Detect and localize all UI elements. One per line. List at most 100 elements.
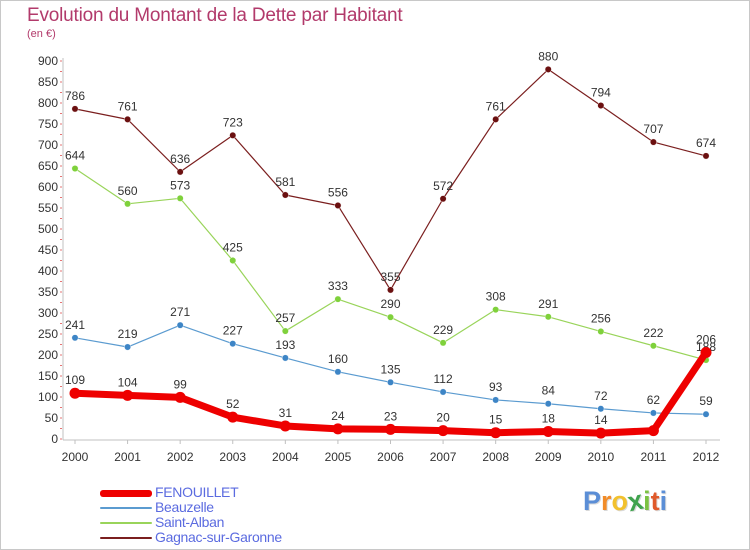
logo-letter: r [601,486,612,516]
data-label-saint-alban: 222 [643,326,663,340]
y-tick-label: 900 [38,54,58,68]
data-label-gagnac-sur-garonne: 880 [538,49,558,63]
y-tick-label: 50 [45,411,59,425]
y-tick-label: 450 [38,243,58,257]
data-point-saint-alban [387,313,394,321]
data-point-fenouillet [595,427,607,439]
data-label-saint-alban: 573 [170,178,190,192]
data-point-beauzelle [597,405,605,413]
logo-letter: t [650,486,660,516]
data-label-gagnac-sur-garonne: 761 [486,99,506,113]
x-tick-label: 2003 [219,450,246,464]
data-point-fenouillet [700,346,712,358]
y-tick-label: 800 [38,96,58,110]
data-label-fenouillet: 24 [331,409,345,423]
data-label-beauzelle: 241 [65,318,85,332]
data-point-gagnac-sur-garonne [387,286,394,294]
data-label-saint-alban: 229 [433,323,453,337]
data-point-saint-alban [597,328,605,335]
data-label-beauzelle: 72 [594,389,608,403]
legend-label: Gagnac-sur-Garonne [155,529,282,545]
data-point-saint-alban [281,327,289,335]
y-tick-label: 500 [38,222,58,236]
proxiti-logo: Proxiti [583,485,668,517]
data-point-gagnac-sur-garonne [650,138,657,146]
data-point-beauzelle [702,410,710,418]
x-tick-label: 2004 [272,450,299,464]
x-tick-label: 2005 [325,450,352,464]
data-label-saint-alban: 290 [380,297,400,311]
data-point-saint-alban [124,200,131,208]
y-tick-label: 550 [38,201,58,215]
data-point-beauzelle [334,368,342,376]
y-tick-label: 150 [38,369,58,383]
chart-unit-label: (en €) [27,28,56,40]
data-label-fenouillet: 15 [489,413,503,427]
line-chart: 0 50 100 150 200 250 300 350 400 450 500 550 600 650 7… [38,49,720,464]
data-label-saint-alban: 256 [591,311,611,325]
data-label-beauzelle: 93 [489,380,503,394]
data-point-beauzelle [176,321,184,329]
legend-label: FENOUILLET [155,484,239,500]
data-point-fenouillet [174,391,186,403]
data-label-beauzelle: 84 [542,384,556,398]
x-tick-label: 2008 [482,450,509,464]
data-point-fenouillet [227,411,239,423]
data-point-gagnac-sur-garonne [281,191,289,199]
data-point-saint-alban [334,295,342,303]
y-tick-label: 650 [38,159,58,173]
data-point-fenouillet [437,425,449,437]
data-point-beauzelle [124,343,131,351]
data-label-saint-alban: 644 [65,149,85,163]
data-label-beauzelle: 62 [647,393,661,407]
data-label-saint-alban: 560 [118,184,138,198]
data-label-beauzelle: 160 [328,352,348,366]
data-label-gagnac-sur-garonne: 355 [380,270,400,284]
data-point-beauzelle [229,340,237,348]
data-point-saint-alban [229,257,237,264]
x-tick-label: 2006 [377,450,404,464]
x-tick-label: 2009 [535,450,562,464]
y-tick-label: 200 [38,348,58,362]
data-label-fenouillet: 104 [118,375,138,389]
data-label-beauzelle: 112 [434,372,453,386]
data-point-gagnac-sur-garonne [597,102,605,109]
x-tick-label: 2000 [62,450,89,464]
data-point-fenouillet [490,427,502,439]
data-point-beauzelle [439,388,447,396]
logo-letter: i [659,486,668,516]
logo-letter: o [611,486,629,516]
data-label-saint-alban: 291 [538,297,558,311]
legend-label: Beauzelle [155,499,214,515]
data-label-gagnac-sur-garonne: 707 [643,122,663,136]
data-point-gagnac-sur-garonne [702,152,710,160]
x-tick-label: 2007 [430,450,457,464]
data-point-beauzelle [544,400,552,408]
data-label-saint-alban: 425 [223,241,243,255]
data-label-gagnac-sur-garonne: 786 [65,89,85,103]
data-label-beauzelle: 135 [380,362,400,376]
data-label-beauzelle: 227 [223,324,243,338]
y-tick-label: 700 [38,138,58,152]
data-point-saint-alban [71,165,79,172]
legend-swatch [100,489,152,497]
data-point-beauzelle [387,378,394,386]
chart-title: Evolution du Montant de la Dette par Hab… [27,5,403,26]
data-label-gagnac-sur-garonne: 636 [170,152,190,166]
data-point-saint-alban [439,339,447,347]
data-label-gagnac-sur-garonne: 581 [275,175,295,189]
data-label-fenouillet: 23 [384,409,398,423]
logo-letter: P [583,486,602,516]
data-point-fenouillet [542,425,554,437]
data-point-fenouillet [385,423,396,435]
y-tick-label: 600 [38,180,58,194]
x-tick-label: 2001 [114,450,141,464]
data-label-fenouillet: 206 [696,332,716,346]
logo-letter: i [643,486,651,516]
x-tick-label: 2012 [693,450,720,464]
data-label-fenouillet: 31 [279,406,293,420]
data-label-fenouillet: 20 [436,411,450,425]
x-tick-label: 2010 [587,450,614,464]
data-label-fenouillet: 14 [594,413,608,427]
data-point-beauzelle [71,334,79,342]
